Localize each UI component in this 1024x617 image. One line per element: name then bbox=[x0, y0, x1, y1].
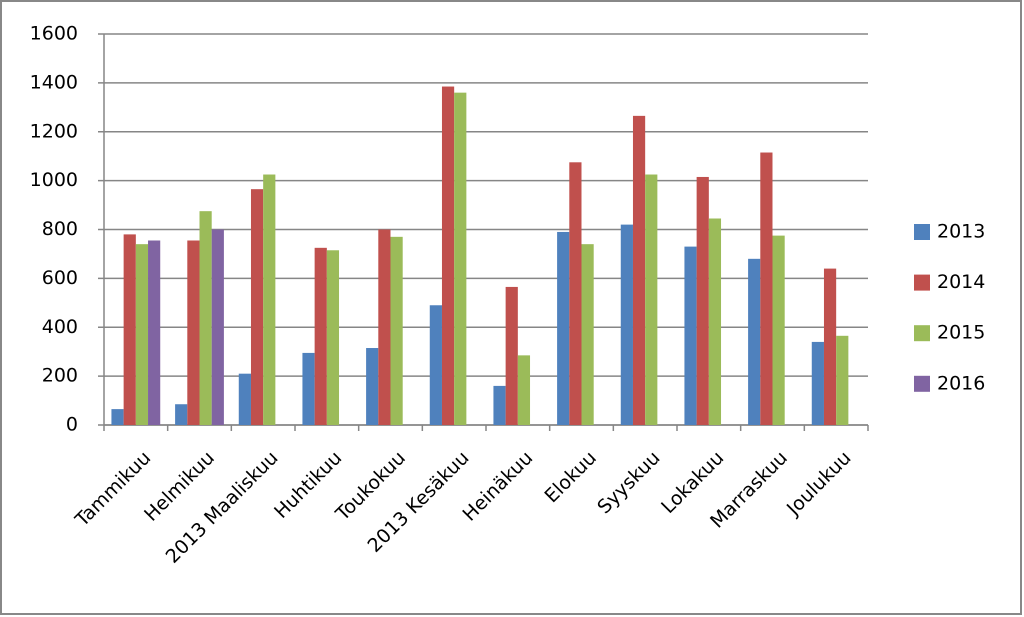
bar bbox=[326, 250, 340, 425]
bar bbox=[557, 231, 570, 425]
bar bbox=[187, 240, 200, 425]
bar bbox=[772, 235, 785, 425]
bar bbox=[632, 115, 646, 425]
y-tick-label: 0 bbox=[66, 414, 78, 436]
y-tick-label: 1200 bbox=[30, 120, 78, 142]
bar bbox=[581, 244, 594, 425]
legend-swatch bbox=[914, 274, 930, 291]
y-tick-label: 1600 bbox=[30, 23, 78, 45]
bar bbox=[823, 268, 837, 425]
legend-label: 2013 bbox=[937, 221, 985, 243]
legend-label: 2014 bbox=[937, 271, 985, 293]
bar bbox=[505, 286, 518, 425]
bar bbox=[454, 92, 467, 426]
y-tick-label: 1000 bbox=[30, 169, 78, 191]
bar bbox=[696, 176, 709, 425]
bar bbox=[250, 189, 264, 425]
y-tick-label: 400 bbox=[42, 316, 78, 338]
bar bbox=[263, 174, 276, 425]
bar bbox=[175, 404, 188, 425]
bar bbox=[211, 229, 224, 425]
bar bbox=[645, 174, 658, 425]
y-tick-label: 600 bbox=[42, 267, 78, 289]
bar bbox=[148, 240, 161, 425]
bar bbox=[836, 335, 849, 425]
bar bbox=[302, 352, 315, 425]
bar bbox=[135, 244, 149, 425]
y-tick-label: 200 bbox=[42, 365, 78, 387]
bar bbox=[429, 305, 442, 425]
bar bbox=[569, 162, 582, 425]
legend-swatch bbox=[914, 224, 930, 240]
legend-swatch bbox=[914, 375, 930, 392]
bar bbox=[441, 86, 455, 426]
bar bbox=[493, 385, 506, 425]
y-tick-label: 1400 bbox=[30, 71, 78, 93]
y-tick-label: 800 bbox=[42, 218, 78, 240]
bar bbox=[238, 373, 251, 425]
legend-swatch bbox=[914, 325, 930, 342]
bar bbox=[111, 409, 124, 425]
bar bbox=[684, 246, 697, 425]
bar bbox=[748, 258, 761, 425]
bar bbox=[811, 341, 824, 425]
bar bbox=[708, 218, 722, 425]
bar bbox=[123, 234, 136, 425]
bar bbox=[378, 229, 391, 425]
legend-label: 2016 bbox=[937, 372, 985, 394]
bar bbox=[760, 152, 773, 425]
bar bbox=[314, 247, 327, 425]
bar bbox=[366, 348, 379, 425]
bar bbox=[390, 236, 403, 425]
bar bbox=[517, 355, 531, 425]
legend-label: 2015 bbox=[937, 322, 985, 344]
bar bbox=[620, 224, 633, 425]
bar bbox=[199, 211, 212, 425]
